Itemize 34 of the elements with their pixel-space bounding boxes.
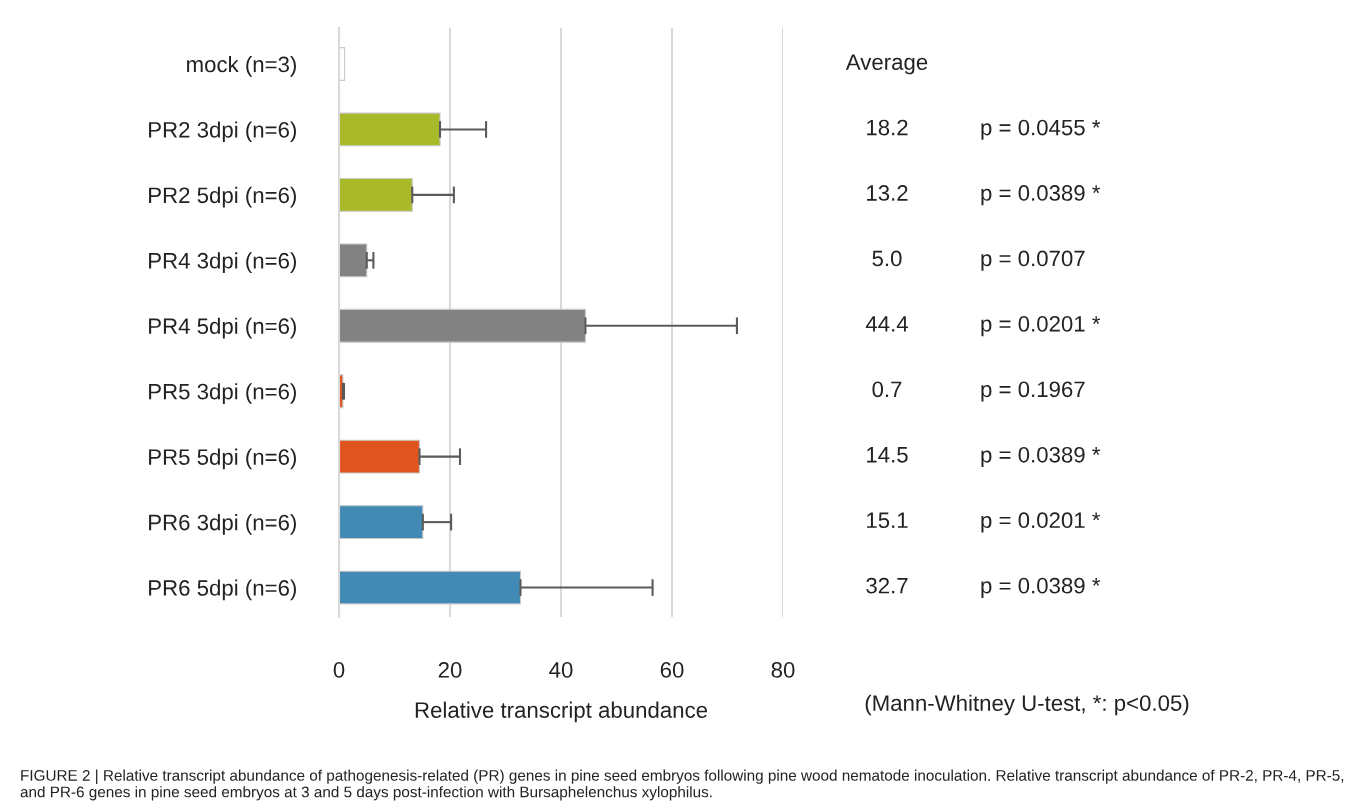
data-label: 32.7 <box>866 577 908 594</box>
y-tick-label: PR6 3dpi (n=6) <box>149 514 296 535</box>
y-tick-label: PR2 5dpi (n=6) <box>149 186 296 208</box>
text: p = 0.1967 <box>981 381 1085 402</box>
data-label: 15.1 <box>867 512 908 529</box>
text: p = 0.0389 * <box>981 577 1101 598</box>
text: (Mann-Whitney U-test, *: p<0.05) <box>865 694 1189 716</box>
y-tick-label: mock (n=3) <box>187 55 296 77</box>
x-tick-label: 80 <box>771 662 795 678</box>
x-tick-label: 60 <box>660 662 684 678</box>
y-tick-label: PR4 3dpi (n=6) <box>149 252 296 273</box>
text: Average <box>845 54 928 75</box>
data-label: 14.5 <box>867 447 908 463</box>
text: p = 0.0455 * <box>981 119 1101 140</box>
data-label: 5.0 <box>872 250 902 267</box>
data-label: 18.2 <box>867 119 908 136</box>
data-label: 0.7 <box>872 381 902 398</box>
y-tick-label: PR5 3dpi (n=6) <box>149 383 296 404</box>
text: p = 0.0389 * <box>981 446 1101 468</box>
x-tick-label: 20 <box>438 662 462 678</box>
text: p = 0.0201 * <box>981 512 1101 533</box>
y-tick-label: PR6 5dpi (n=6) <box>149 579 296 601</box>
data-label: 13.2 <box>867 185 908 201</box>
x-axis-title: Relative transcript abundance <box>415 701 708 723</box>
caption: FIGURE 2 | Relative transcript abundance of pathogenesis-related (PR) genes in pine seed embryos following pine wood nematode inoculation. Relative transcript abundance of PR-2, PR-4, PR-5, and PR-6 genes in pine seed embryos at 3 and 5 days post-infection with Bursaphelenchus xylophilus. <box>20 769 1344 801</box>
y-tick-label: PR2 3dpi (n=6) <box>149 121 296 143</box>
x-tick-label: 0 <box>333 662 345 678</box>
x-tick-label: 40 <box>549 662 573 678</box>
text: p = 0.0707 <box>981 250 1085 271</box>
y-tick-label: PR4 5dpi (n=6) <box>149 317 296 339</box>
text: p = 0.0389 * <box>981 185 1101 206</box>
text: p = 0.0201 * <box>981 316 1101 337</box>
data-label: 44.4 <box>865 316 908 332</box>
y-tick-label: PR5 5dpi (n=6) <box>149 448 296 470</box>
